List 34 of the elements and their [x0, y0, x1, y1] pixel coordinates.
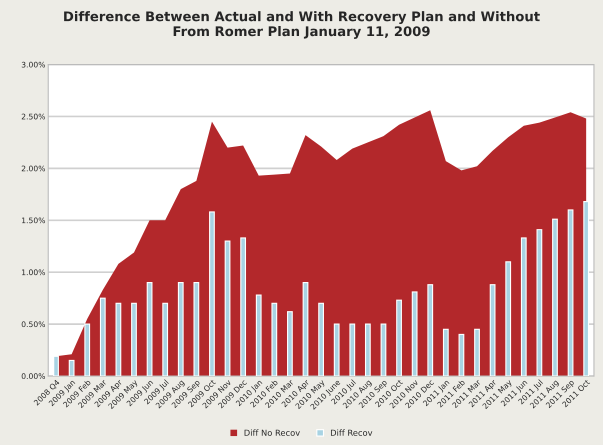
bar: [490, 284, 496, 376]
bar: [302, 282, 308, 376]
bar: [193, 282, 200, 376]
bar: [442, 328, 449, 376]
chart-title: Difference Between Actual and With Recovery Plan and Without From Romer Plan January 11, 2009: [64, 11, 540, 39]
bar: [146, 282, 152, 376]
bar: [131, 302, 137, 376]
bar: [240, 237, 246, 376]
bar: [427, 284, 434, 376]
bar: [364, 324, 371, 376]
bar: [224, 240, 230, 376]
bar: [349, 324, 356, 376]
legend-label: Diff No Recov: [244, 429, 300, 436]
bar: [318, 302, 324, 376]
bar: [209, 211, 215, 376]
bar: [474, 328, 480, 376]
bar: [380, 324, 386, 376]
bar: [396, 300, 402, 376]
bar: [552, 218, 558, 376]
bar: [505, 261, 512, 376]
bar: [178, 282, 184, 376]
legend-label: Diff Recov: [330, 429, 372, 436]
bar: [271, 302, 278, 376]
bar: [412, 291, 418, 376]
bar: [256, 294, 262, 376]
bar: [116, 302, 122, 376]
bar: [458, 334, 464, 376]
bar: [334, 324, 340, 376]
bar: [536, 229, 542, 376]
bar: [162, 302, 168, 376]
bar: [520, 237, 527, 376]
bar: [568, 209, 574, 376]
bar: [68, 360, 75, 376]
bar: [287, 311, 293, 376]
